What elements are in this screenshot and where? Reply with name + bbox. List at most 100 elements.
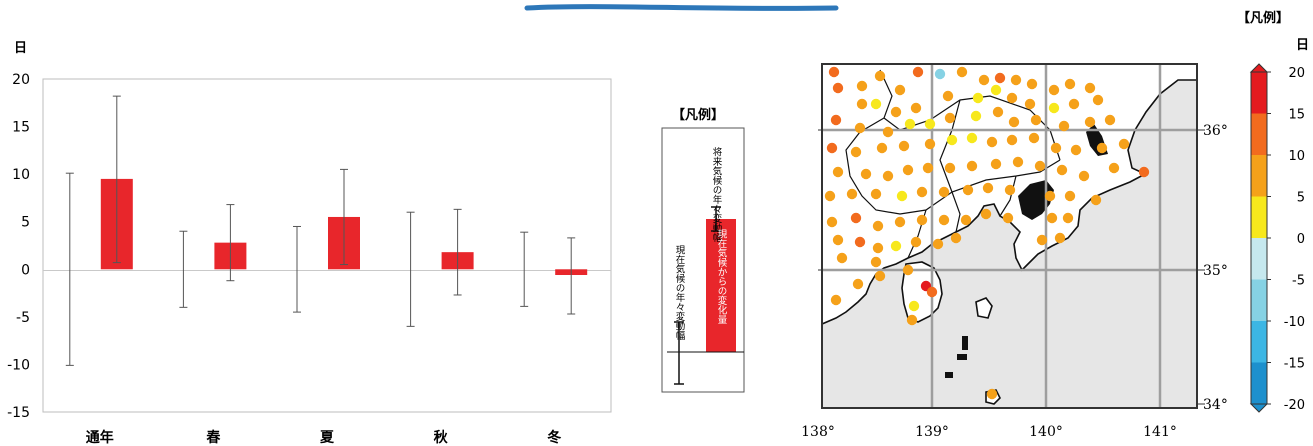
station-dot <box>890 240 902 252</box>
station-dot <box>874 270 886 282</box>
x-tick-label: 冬 <box>547 429 561 446</box>
station-dot <box>1056 164 1068 176</box>
longitude-label: 139° <box>915 424 949 440</box>
station-dot <box>1064 190 1076 202</box>
x-tick-label: 秋 <box>434 429 449 446</box>
future-whisker <box>226 204 235 282</box>
colorbar-cell <box>1251 113 1267 155</box>
colorbar-unit: 日 <box>1296 38 1309 53</box>
station-dot <box>990 84 1002 96</box>
station-dot <box>946 134 958 146</box>
station-dot <box>938 186 950 198</box>
station-dot <box>1046 212 1058 224</box>
station-map: 138° 139° 140° 141° 36° 35° 34° <box>801 63 1228 440</box>
latitude-label: 34° <box>1203 397 1228 413</box>
station-dot <box>942 90 954 102</box>
station-dot <box>1026 78 1038 90</box>
station-dot <box>860 168 872 180</box>
station-dot <box>966 132 978 144</box>
future-whisker <box>453 208 462 296</box>
latitude-label: 35° <box>1203 263 1228 279</box>
colorbar-tick-label: -10 <box>1284 315 1305 330</box>
station-dot <box>1006 134 1018 146</box>
station-dot <box>896 190 908 202</box>
station-dot <box>826 142 838 154</box>
station-dot <box>902 264 914 276</box>
x-tick-labels: 通年 春 夏 秋 冬 <box>86 429 561 446</box>
station-dot <box>978 74 990 86</box>
y-tick-label: 20 <box>12 72 30 88</box>
station-dot <box>908 300 920 312</box>
station-dot <box>1012 156 1024 168</box>
longitude-label: 138° <box>801 424 835 440</box>
station-dot <box>1070 144 1082 156</box>
station-dot <box>1050 142 1062 154</box>
station-dot <box>846 188 858 200</box>
station-dot <box>934 68 946 80</box>
colorbar-cell <box>1251 155 1267 197</box>
station-dot <box>994 72 1006 84</box>
station-dot <box>872 220 884 232</box>
station-dot <box>924 118 936 130</box>
plot-frame <box>42 78 612 413</box>
present-whisker <box>406 211 415 327</box>
station-dot <box>894 216 906 228</box>
y-tick-label: 15 <box>12 120 30 136</box>
station-dot <box>938 214 950 226</box>
station-dot <box>1104 114 1116 126</box>
station-dot <box>980 208 992 220</box>
station-dot <box>1034 160 1046 172</box>
station-dot <box>1024 98 1036 110</box>
station-dot <box>910 102 922 114</box>
colorbar-cell <box>1251 321 1267 363</box>
station-dot <box>912 66 924 78</box>
station-dot <box>1008 116 1020 128</box>
prefecture-borders <box>845 69 1061 259</box>
x-tick-label: 通年 <box>86 429 114 446</box>
colorbar-tick-label: 10 <box>1288 149 1305 164</box>
error-bar-legend: 【凡例】 将来気候の年々変動幅 現在気候の年々変動幅 現在気候からの変化量 <box>661 107 745 393</box>
station-dot <box>828 66 840 78</box>
station-dot <box>916 186 928 198</box>
station-dot <box>870 98 882 110</box>
station-dot <box>916 214 928 226</box>
station-dot <box>1048 102 1060 114</box>
station-dot <box>872 242 884 254</box>
station-dot <box>890 106 902 118</box>
station-dot <box>950 232 962 244</box>
station-dot <box>926 286 938 298</box>
longitude-label: 141° <box>1143 424 1177 440</box>
station-dot <box>966 160 978 172</box>
station-dot <box>972 92 984 104</box>
colorbar-tick-label: 20 <box>1288 66 1305 81</box>
colorbar-legend: 【凡例】 日 20 15 10 5 0 -5 -10 -15 -20 <box>1237 10 1309 413</box>
future-whisker <box>567 237 576 315</box>
present-whisker <box>179 230 188 308</box>
longitude-labels: 138° 139° 140° 141° <box>801 424 1177 440</box>
station-dot <box>924 138 936 150</box>
legend-future-label: 将来気候の年々変動幅 <box>711 147 723 243</box>
station-dot <box>1002 212 1014 224</box>
station-dot <box>1090 194 1102 206</box>
station-dot <box>894 84 906 96</box>
legend-present-label: 現在気候の年々変動幅 <box>674 245 686 341</box>
future-whisker <box>112 95 121 264</box>
station-dot <box>830 114 842 126</box>
station-dot <box>910 236 922 248</box>
y-tick-label: -5 <box>16 310 30 326</box>
map-graticule <box>822 64 1197 408</box>
station-dot <box>850 212 862 224</box>
y-tick-labels: 20 15 10 5 0 -5 -10 -15 <box>7 72 30 421</box>
station-dot <box>1078 170 1090 182</box>
station-dot <box>876 142 888 154</box>
station-dot <box>944 162 956 174</box>
station-dot <box>986 388 998 400</box>
station-dot <box>956 66 968 78</box>
station-dot <box>906 314 918 326</box>
station-dot <box>960 214 972 226</box>
colorbar-cell <box>1251 238 1267 280</box>
y-tick-label: 5 <box>21 215 30 231</box>
colorbar-top-arrow <box>1249 63 1269 73</box>
colorbar-tick-label: -5 <box>1292 274 1305 289</box>
